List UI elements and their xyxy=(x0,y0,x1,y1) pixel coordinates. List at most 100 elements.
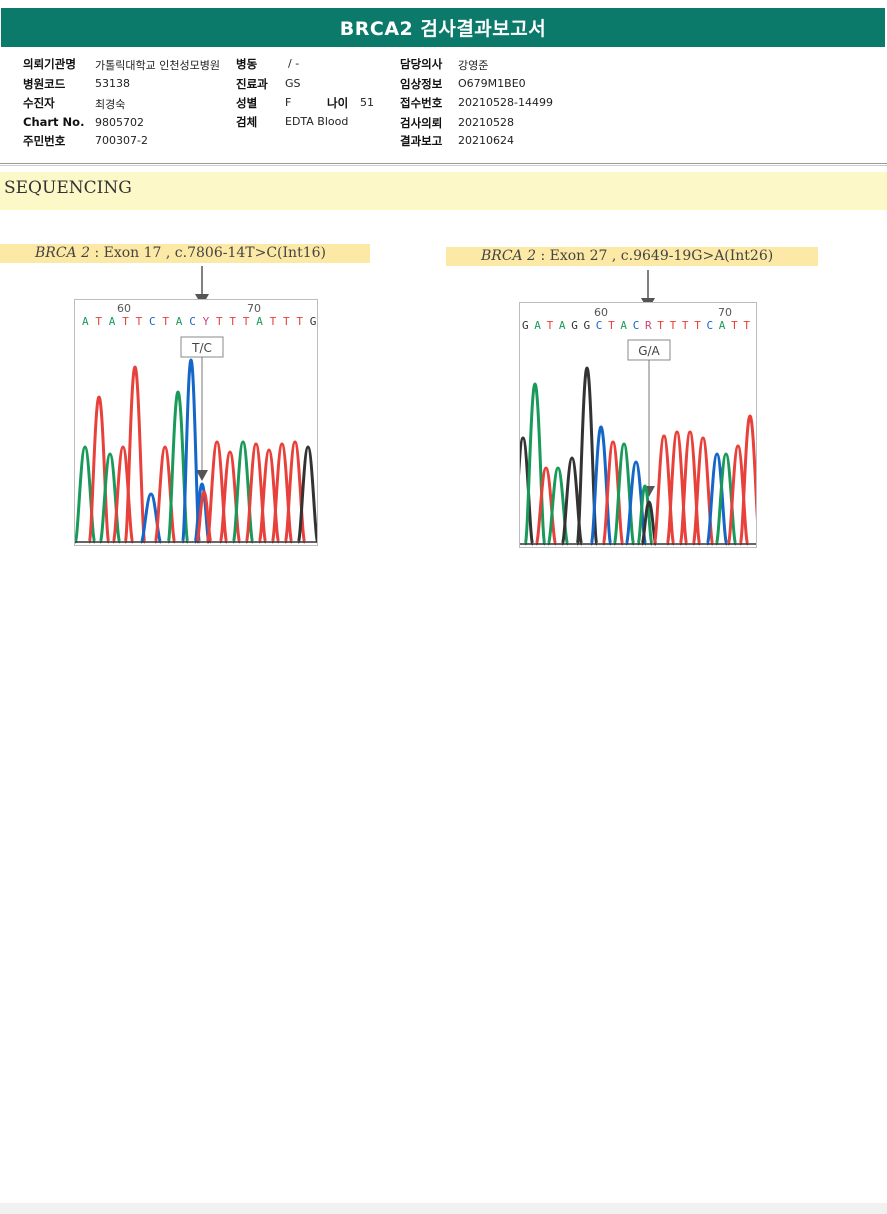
info-patient-name: 수진자 최경숙 xyxy=(23,96,126,111)
trace-group xyxy=(75,358,317,544)
trace-peak xyxy=(153,445,177,544)
trace-peak xyxy=(726,444,750,546)
call-label: G/A xyxy=(638,344,660,358)
gene-name: BRCA 2 xyxy=(35,245,91,261)
trace-peak xyxy=(520,436,535,546)
base-letter: A xyxy=(620,319,627,332)
base-letter: T xyxy=(95,315,102,328)
base-letter: T xyxy=(694,319,701,332)
base-letter: T xyxy=(670,319,677,332)
base-letter: T xyxy=(296,315,303,328)
base-letter: A xyxy=(719,319,726,332)
position-tick: 70 xyxy=(718,306,732,319)
base-letter: G xyxy=(584,319,591,332)
base-letter: T xyxy=(122,315,129,328)
base-letter: T xyxy=(547,319,554,332)
call-marker xyxy=(196,470,208,481)
position-tick: 60 xyxy=(117,302,131,315)
base-letter: C xyxy=(633,319,640,332)
base-letter: T xyxy=(657,319,664,332)
divider xyxy=(0,163,887,164)
info-sex: 성별 F xyxy=(236,96,292,110)
info-report-date: 결과보고 20210624 xyxy=(400,134,514,148)
trace-peak xyxy=(705,452,729,546)
info-specimen: 검체 EDTA Blood xyxy=(236,115,349,129)
variant-detail: : Exon 27 , c.9649-19G>A(Int26) xyxy=(540,248,774,264)
trace-peak xyxy=(534,466,558,546)
base-letter: A xyxy=(109,315,116,328)
base-letter: A xyxy=(256,315,263,328)
info-clinical: 임상정보 O679M1BE0 xyxy=(400,77,526,91)
info-physician: 담당의사 강영준 xyxy=(400,57,489,72)
base-letter: T xyxy=(743,319,750,332)
trace-peak xyxy=(218,450,242,544)
section-title: SEQUENCING xyxy=(4,178,132,198)
base-letter: G xyxy=(522,319,529,332)
trace-peak xyxy=(738,414,756,546)
base-letter: G xyxy=(571,319,578,332)
trace-peak xyxy=(523,382,547,546)
base-letter: T xyxy=(136,315,143,328)
base-letter: A xyxy=(534,319,541,332)
base-letter: C xyxy=(149,315,156,328)
info-accession: 접수번호 20210528-14499 xyxy=(400,96,553,110)
trace-peak xyxy=(296,445,317,544)
trace-group xyxy=(520,366,756,546)
info-age: 나이 51 xyxy=(327,96,374,110)
trace-peak xyxy=(612,442,636,546)
base-letter: T xyxy=(216,315,223,328)
trace-peak xyxy=(589,425,613,546)
base-letter: C xyxy=(707,319,714,332)
base-letter: R xyxy=(645,319,652,332)
divider xyxy=(0,165,887,166)
variant-caption-2: BRCA 2 : Exon 27 , c.9649-19G>A(Int26) xyxy=(446,247,818,266)
base-letter: A xyxy=(176,315,183,328)
footer-band xyxy=(0,1203,887,1214)
info-request-date: 검사의뢰 20210528 xyxy=(400,116,514,130)
base-letter: T xyxy=(682,319,689,332)
trace-peak xyxy=(193,482,211,544)
trace-peak xyxy=(714,452,738,546)
trace-peak xyxy=(123,365,147,544)
position-tick: 60 xyxy=(594,306,608,319)
info-hospital-code: 병원코드 53138 xyxy=(23,77,130,91)
trace-peak xyxy=(624,460,648,546)
base-letter: C xyxy=(189,315,196,328)
trace-peak xyxy=(257,448,281,544)
info-hospital: 의뢰기관명 가톨릭대학교 인천성모병원 xyxy=(23,57,220,72)
base-letter: T xyxy=(608,319,615,332)
variant-detail: : Exon 17 , c.7806-14T>C(Int16) xyxy=(94,245,326,261)
report-title: BRCA2 검사결과보고서 xyxy=(1,8,885,47)
base-letter: C xyxy=(596,319,603,332)
base-letter: G xyxy=(310,315,317,328)
base-letter: T xyxy=(162,315,169,328)
base-letter: T xyxy=(229,315,236,328)
info-department: 진료과 GS xyxy=(236,77,301,91)
trace-peak xyxy=(601,440,625,546)
base-letter: A xyxy=(559,319,566,332)
trace-peak xyxy=(111,445,135,544)
base-letter: Y xyxy=(203,315,210,328)
trace-peak xyxy=(98,452,122,544)
base-letter: A xyxy=(82,315,89,328)
base-letter: T xyxy=(243,315,250,328)
info-chart-no: Chart No. 9805702 xyxy=(23,115,144,129)
base-letter: T xyxy=(283,315,290,328)
call-label: T/C xyxy=(191,341,212,355)
trace-peak xyxy=(181,358,201,544)
info-id-number: 주민번호 700307-2 xyxy=(23,134,148,148)
trace-peak xyxy=(87,395,111,544)
base-letter: T xyxy=(270,315,277,328)
position-tick: 70 xyxy=(247,302,261,315)
section-band xyxy=(0,172,887,210)
gene-name: BRCA 2 xyxy=(481,248,537,264)
base-letter: T xyxy=(731,319,738,332)
variant-caption-1: BRCA 2 : Exon 17 , c.7806-14T>C(Int16) xyxy=(0,244,370,263)
trace-peak xyxy=(636,484,654,546)
